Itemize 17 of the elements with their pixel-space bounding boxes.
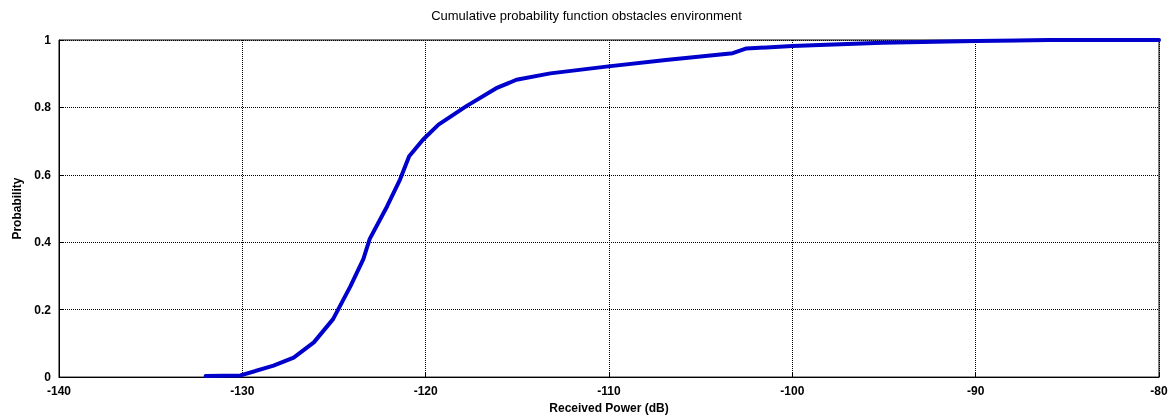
y-tick-label: 0.8 xyxy=(34,100,52,115)
x-tick-label: -100 xyxy=(780,384,805,399)
x-tick-label: -140 xyxy=(46,384,72,399)
chart-title: Cumulative probability function obstacles environment xyxy=(431,8,743,23)
x-tick-label: -110 xyxy=(597,384,621,399)
y-tick-label: 0.4 xyxy=(34,235,52,250)
y-tick-label: 1 xyxy=(44,33,52,47)
x-tick-label: -130 xyxy=(230,384,255,399)
y-tick-label: 0.2 xyxy=(34,302,52,317)
line-series xyxy=(203,38,1161,379)
x-tick-label: -90 xyxy=(966,384,985,399)
x-tick-label: -80 xyxy=(1150,384,1168,399)
x-tick-label: -120 xyxy=(413,384,438,399)
y-tick-label: 0.6 xyxy=(34,167,52,182)
y-tick-label: 0 xyxy=(44,370,52,385)
x-axis-title: Received Power (dB) xyxy=(549,401,669,415)
y-axis-title: Probability xyxy=(10,177,25,240)
